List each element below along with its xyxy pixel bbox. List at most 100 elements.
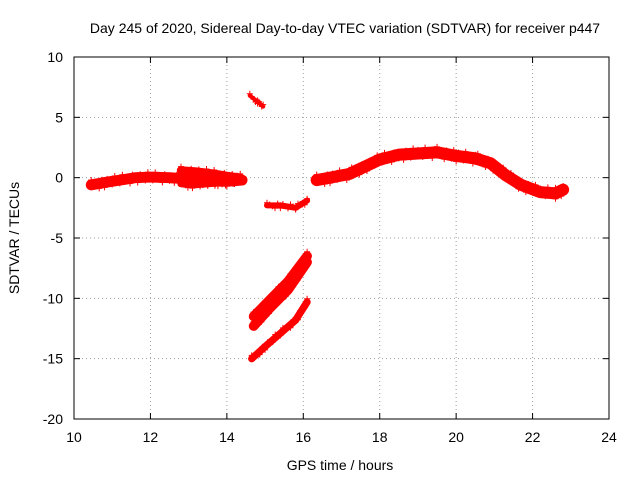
data-point xyxy=(558,193,565,200)
data-point xyxy=(121,174,128,181)
data-point xyxy=(101,184,108,191)
data-point xyxy=(448,155,455,162)
data-point xyxy=(391,149,398,156)
data-point xyxy=(331,173,338,180)
data-series xyxy=(85,90,570,363)
data-point xyxy=(156,175,163,182)
data-point xyxy=(395,149,402,156)
series-track-5 xyxy=(263,195,311,213)
data-point xyxy=(189,185,196,192)
data-point xyxy=(334,176,341,183)
data-point xyxy=(285,205,291,212)
data-point xyxy=(180,166,187,173)
data-point xyxy=(465,152,472,159)
data-point xyxy=(139,174,146,181)
data-point xyxy=(346,174,353,181)
series-track-3 xyxy=(177,175,242,192)
data-point xyxy=(324,171,331,178)
data-point xyxy=(137,171,144,178)
data-point xyxy=(273,301,280,308)
data-point xyxy=(379,159,386,166)
data-point xyxy=(197,183,204,190)
series-track-4 xyxy=(246,90,267,110)
data-point xyxy=(304,248,311,255)
data-point xyxy=(235,177,242,184)
data-point xyxy=(388,158,395,165)
x-tick-label: 12 xyxy=(143,429,159,445)
data-point xyxy=(426,151,433,158)
data-point xyxy=(455,149,462,156)
data-point xyxy=(482,164,489,171)
data-point xyxy=(527,185,534,192)
data-point xyxy=(495,166,502,173)
data-point xyxy=(341,173,348,180)
x-tick-label: 10 xyxy=(66,429,82,445)
series-track-8 xyxy=(248,295,311,363)
data-point xyxy=(467,156,474,163)
y-tick-label: -10 xyxy=(43,290,63,306)
data-point xyxy=(277,332,284,339)
data-point xyxy=(346,167,353,174)
data-point xyxy=(402,147,409,154)
data-point xyxy=(119,171,126,178)
y-tick-label: 10 xyxy=(47,49,63,65)
data-point xyxy=(127,180,134,187)
data-point xyxy=(144,169,151,176)
data-point xyxy=(327,180,334,187)
grid-lines xyxy=(74,57,609,419)
data-point xyxy=(134,179,141,186)
y-tick-label: -20 xyxy=(43,411,63,427)
data-point xyxy=(549,191,556,198)
data-point xyxy=(213,169,220,176)
data-point xyxy=(204,182,211,189)
axis-ticks: 10 12 14 16 18 20 22 24 10 5 0 -5 -10 -15 -20 xyxy=(43,49,617,445)
data-point xyxy=(453,158,460,165)
data-point xyxy=(522,189,529,196)
data-point xyxy=(301,265,308,272)
data-point xyxy=(211,167,218,174)
data-point xyxy=(304,195,311,202)
data-point xyxy=(285,283,291,290)
data-point xyxy=(338,170,345,177)
data-point xyxy=(500,164,507,171)
data-point xyxy=(287,324,294,331)
data-point xyxy=(152,169,159,176)
data-point xyxy=(282,293,289,300)
chart-title: Day 245 of 2020, Sidereal Day-to-day VTE… xyxy=(90,20,600,36)
data-point xyxy=(93,182,100,189)
x-tick-label: 20 xyxy=(448,429,464,445)
data-point xyxy=(520,184,527,191)
data-point xyxy=(154,172,161,179)
data-point xyxy=(371,162,378,169)
data-point xyxy=(229,171,236,178)
data-point xyxy=(304,254,311,261)
data-point xyxy=(168,176,175,183)
data-point xyxy=(116,180,123,187)
data-point xyxy=(109,181,116,188)
data-point xyxy=(178,163,184,170)
data-point xyxy=(149,177,156,184)
data-point xyxy=(490,167,497,174)
data-point xyxy=(381,149,388,156)
data-point xyxy=(171,179,178,186)
data-point xyxy=(429,155,436,162)
data-point xyxy=(525,181,532,188)
data-point xyxy=(530,190,537,197)
x-tick-label: 22 xyxy=(525,429,541,445)
data-point xyxy=(537,185,544,192)
data-point xyxy=(400,156,407,163)
data-point xyxy=(88,177,95,184)
y-tick-label: 0 xyxy=(55,170,63,186)
data-point xyxy=(477,155,484,162)
data-point xyxy=(183,169,190,176)
data-point xyxy=(497,171,504,178)
data-point xyxy=(356,171,363,178)
data-point xyxy=(552,195,559,202)
data-point xyxy=(532,181,539,188)
x-tick-label: 24 xyxy=(601,429,617,445)
data-point xyxy=(237,170,244,177)
data-point xyxy=(376,156,383,163)
data-point xyxy=(221,169,228,176)
data-point xyxy=(363,168,370,175)
